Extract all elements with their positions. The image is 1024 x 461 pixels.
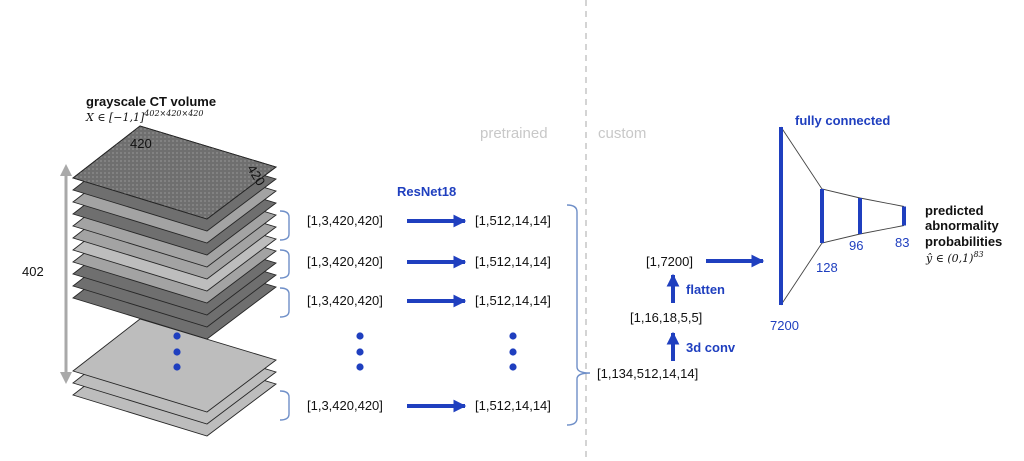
conv-shape: [1,16,18,5,5] [630, 310, 702, 325]
input-formula: X ∈ [−1,1]402×420×420 [85, 109, 203, 124]
row-4-input-shape: [1,3,420,420] [307, 398, 383, 413]
slice-1-texture [72, 125, 277, 220]
stacked-shape: [1,134,512,14,14] [597, 366, 698, 381]
row-3-input-shape: [1,3,420,420] [307, 293, 383, 308]
pretrained-label: pretrained [480, 125, 548, 142]
fc-network [779, 126, 906, 306]
slice-bracket-1 [279, 210, 290, 241]
row-2-input-shape: [1,3,420,420] [307, 254, 383, 269]
row-1-output-shape: [1,512,14,14] [475, 213, 551, 228]
row-4-output-shape: [1,512,14,14] [475, 398, 551, 413]
slice-bracket-2 [279, 249, 290, 279]
fc-label-83: 83 [895, 235, 909, 250]
output-formula: ŷ ∈ (0,1)83 [925, 250, 984, 265]
flatten-label: flatten [686, 282, 725, 297]
resnet18-label: ResNet18 [397, 184, 456, 199]
slice-ellipsis [173, 332, 181, 371]
fc-outline [780, 126, 905, 306]
row-1-input-shape: [1,3,420,420] [307, 213, 383, 228]
slice-bracket-4 [279, 390, 290, 421]
output-line-1: predicted [925, 203, 984, 218]
input-title: grayscale CT volume [86, 94, 216, 109]
output-line-2: abnormality [925, 218, 999, 233]
slice-bracket-3 [279, 287, 290, 318]
fc-label-7200: 7200 [770, 318, 799, 333]
fc-label-96: 96 [849, 238, 863, 253]
conv-label: 3d conv [686, 340, 736, 355]
row-2-output-shape: [1,512,14,14] [475, 254, 551, 269]
output-line-3: probabilities [925, 234, 1002, 249]
flatten-shape: [1,7200] [646, 254, 693, 269]
input-ellipsis [356, 332, 364, 371]
custom-label: custom [598, 125, 646, 142]
row-3-output-shape: [1,512,14,14] [475, 293, 551, 308]
output-ellipsis [509, 332, 517, 371]
fc-label-128: 128 [816, 260, 838, 275]
output-bracket [566, 204, 591, 426]
width-label: 420 [130, 136, 152, 151]
ct-slice-stack [72, 125, 277, 437]
height-label: 402 [22, 264, 44, 279]
fc-title: fully connected [795, 113, 890, 128]
